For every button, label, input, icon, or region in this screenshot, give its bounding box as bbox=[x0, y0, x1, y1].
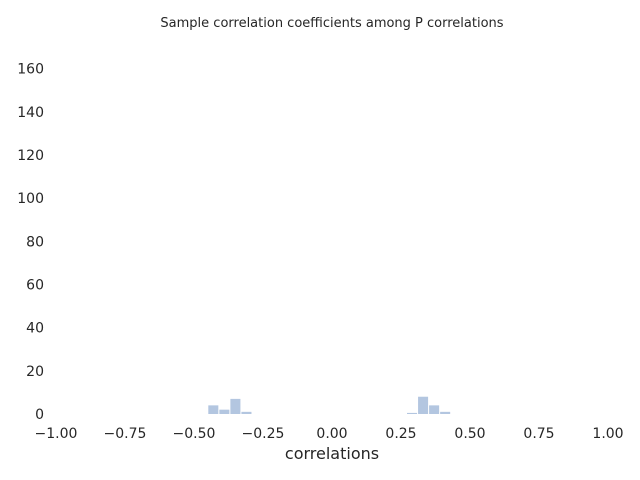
x-tick-label: 0.25 bbox=[385, 426, 416, 442]
histogram-bar bbox=[230, 398, 241, 414]
y-tick-label: 100 bbox=[17, 191, 44, 207]
y-axis-ticks: 0 20 40 60 80 100 120 140 160 bbox=[17, 62, 44, 423]
y-tick-label: 120 bbox=[17, 148, 44, 164]
x-tick-label: −0.75 bbox=[104, 426, 147, 442]
histogram-bar bbox=[429, 405, 440, 414]
histogram-bar bbox=[219, 409, 230, 414]
x-tick-label: −1.00 bbox=[35, 426, 78, 442]
histogram-bar bbox=[418, 396, 429, 414]
x-tick-label: 1.00 bbox=[592, 426, 623, 442]
x-axis-ticks: −1.00 −0.75 −0.50 −0.25 0.00 0.25 0.50 0.75 1.00 bbox=[35, 426, 624, 442]
x-tick-label: 0.50 bbox=[454, 426, 485, 442]
y-tick-label: 0 bbox=[35, 407, 44, 423]
y-tick-label: 60 bbox=[26, 277, 44, 293]
chart-title: Sample correlation coefficients among P … bbox=[160, 16, 503, 31]
y-tick-label: 80 bbox=[26, 234, 44, 250]
y-tick-label: 160 bbox=[17, 62, 44, 78]
x-tick-label: −0.50 bbox=[173, 426, 216, 442]
y-tick-label: 20 bbox=[26, 364, 44, 380]
histogram-bar bbox=[407, 412, 418, 414]
histogram-bars bbox=[208, 396, 451, 414]
y-tick-label: 40 bbox=[26, 321, 44, 337]
x-axis-label: correlations bbox=[285, 444, 379, 463]
histogram-bar bbox=[241, 411, 252, 414]
x-tick-label: 0.75 bbox=[523, 426, 554, 442]
histogram-bar bbox=[208, 405, 219, 414]
histogram-bar bbox=[440, 411, 451, 414]
x-tick-label: 0.00 bbox=[316, 426, 347, 442]
x-tick-label: −0.25 bbox=[242, 426, 285, 442]
y-tick-label: 140 bbox=[17, 105, 44, 121]
